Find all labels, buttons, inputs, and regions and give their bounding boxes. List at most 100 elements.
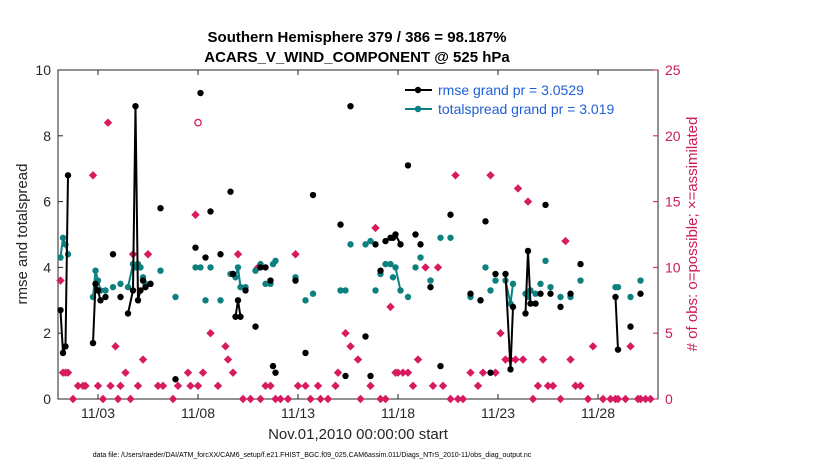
rmse-marker: [482, 218, 489, 225]
spread-marker: [372, 287, 379, 294]
spread-marker: [537, 280, 544, 288]
obs-possible-marker: [194, 118, 202, 127]
spread-marker: [347, 241, 354, 248]
rmse-line-segment: [59, 175, 69, 354]
obs-assimilated-marker: [473, 381, 483, 391]
obs-assimilated-marker: [533, 381, 543, 391]
obs-assimilated-marker: [276, 394, 285, 404]
rmse-marker: [137, 287, 144, 294]
obs-assimilated-marker: [421, 263, 430, 272]
legend-spread-label: totalspread grand pr = 3.019: [438, 101, 615, 117]
rmse-marker: [427, 283, 434, 291]
spread-marker: [59, 234, 67, 241]
spread-marker: [109, 283, 117, 291]
rmse-marker: [202, 254, 209, 261]
obs-assimilated-marker: [523, 197, 533, 206]
spread-marker: [124, 283, 132, 291]
rmse-marker: [557, 303, 564, 311]
chart-title-line1: Southern Hemisphere 379 / 386 = 98.187%: [208, 29, 507, 46]
rmse-marker: [447, 211, 454, 218]
spread-marker: [547, 283, 554, 291]
obs-assimilated-marker: [408, 381, 418, 391]
spread-marker: [412, 264, 419, 271]
spread-marker: [532, 290, 539, 297]
rmse-marker: [502, 270, 509, 278]
rmse-marker: [269, 362, 277, 370]
rmse-marker: [129, 287, 137, 294]
spread-marker: [387, 260, 394, 268]
spread-marker: [367, 237, 374, 245]
rmse-marker: [232, 313, 239, 320]
y-left-tick-label: 8: [43, 128, 51, 144]
rmse-marker: [139, 277, 147, 284]
rmse-marker: [404, 162, 412, 169]
obs-assimilated-marker: [381, 394, 390, 404]
obs-assimilated-marker: [206, 329, 215, 338]
rmse-marker: [257, 264, 264, 271]
obs-assimilated-marker: [113, 394, 123, 404]
rmse-marker: [124, 310, 132, 317]
spread-marker: [404, 293, 412, 301]
obs-assimilated-marker: [466, 368, 475, 377]
legend: rmse grand pr = 3.0529 totalspread grand…: [398, 78, 652, 122]
rmse-marker: [147, 280, 154, 288]
rmse-marker: [134, 297, 142, 304]
spread-marker: [577, 277, 584, 284]
rmse-marker: [547, 290, 554, 297]
obs-assimilated-marker: [158, 381, 168, 391]
obs-assimilated-marker: [331, 381, 340, 391]
obs-assimilated-marker: [126, 394, 135, 404]
obs-assimilated-marker: [518, 355, 528, 364]
legend-rmse-label: rmse grand pr = 3.0529: [438, 82, 584, 98]
obs-assimilated-marker: [293, 381, 303, 391]
chart-title-line2: ACARS_V_WIND_COMPONENT @ 525 hPa: [204, 49, 510, 66]
obs-assimilated-marker: [143, 250, 153, 259]
rmse-marker: [567, 290, 574, 297]
obs-assimilated-marker: [491, 368, 500, 377]
obs-assimilated-marker: [88, 171, 98, 180]
obs-assimilated-marker: [598, 394, 608, 404]
obs-assimilated-marker: [621, 394, 630, 404]
rmse-marker: [417, 241, 424, 248]
y-right-tick-label: 15: [665, 194, 681, 210]
right-y-axis-ticks: 0 5 10 15 20 25: [653, 62, 681, 407]
plot-area: [57, 69, 659, 400]
spread-marker: [557, 293, 564, 301]
obs-assimilated-marker: [353, 355, 363, 364]
spread-marker: [437, 234, 444, 241]
rmse-marker: [92, 280, 99, 288]
spread-marker: [492, 277, 499, 284]
obs-assimilated-marker: [256, 394, 265, 404]
x-tick-label: 11/23: [481, 405, 515, 421]
rmse-marker: [467, 290, 474, 297]
rmse-marker: [527, 300, 534, 307]
spread-marker: [252, 267, 259, 274]
obs-assimilated-marker: [238, 394, 248, 404]
spread-marker: [262, 280, 269, 288]
rmse-marker: [57, 306, 64, 314]
obs-assimilated-marker: [81, 381, 90, 391]
obs-assimilated-marker: [246, 394, 255, 404]
spread-marker: [509, 280, 517, 288]
obs-assimilated-marker: [266, 381, 275, 391]
rmse-marker: [522, 310, 529, 317]
obs-count-series: [56, 92, 655, 404]
obs-assimilated-marker: [133, 381, 143, 391]
spread-marker: [92, 267, 99, 274]
spread-marker: [57, 254, 64, 261]
y-right-tick-label: 0: [665, 391, 673, 407]
obs-assimilated-marker: [233, 250, 243, 259]
obs-assimilated-marker: [548, 381, 558, 391]
obs-assimilated-marker: [366, 381, 375, 391]
obs-assimilated-marker: [453, 394, 463, 404]
spread-marker: [64, 251, 72, 258]
spread-marker: [117, 280, 124, 288]
spread-marker: [482, 264, 489, 271]
rmse-marker: [362, 333, 369, 340]
rmse-marker: [437, 362, 444, 370]
y-left-tick-label: 10: [35, 62, 51, 78]
rmse-marker: [627, 323, 634, 330]
rmse-marker: [59, 349, 67, 357]
rmse-marker: [477, 297, 484, 304]
obs-assimilated-marker: [63, 368, 73, 377]
